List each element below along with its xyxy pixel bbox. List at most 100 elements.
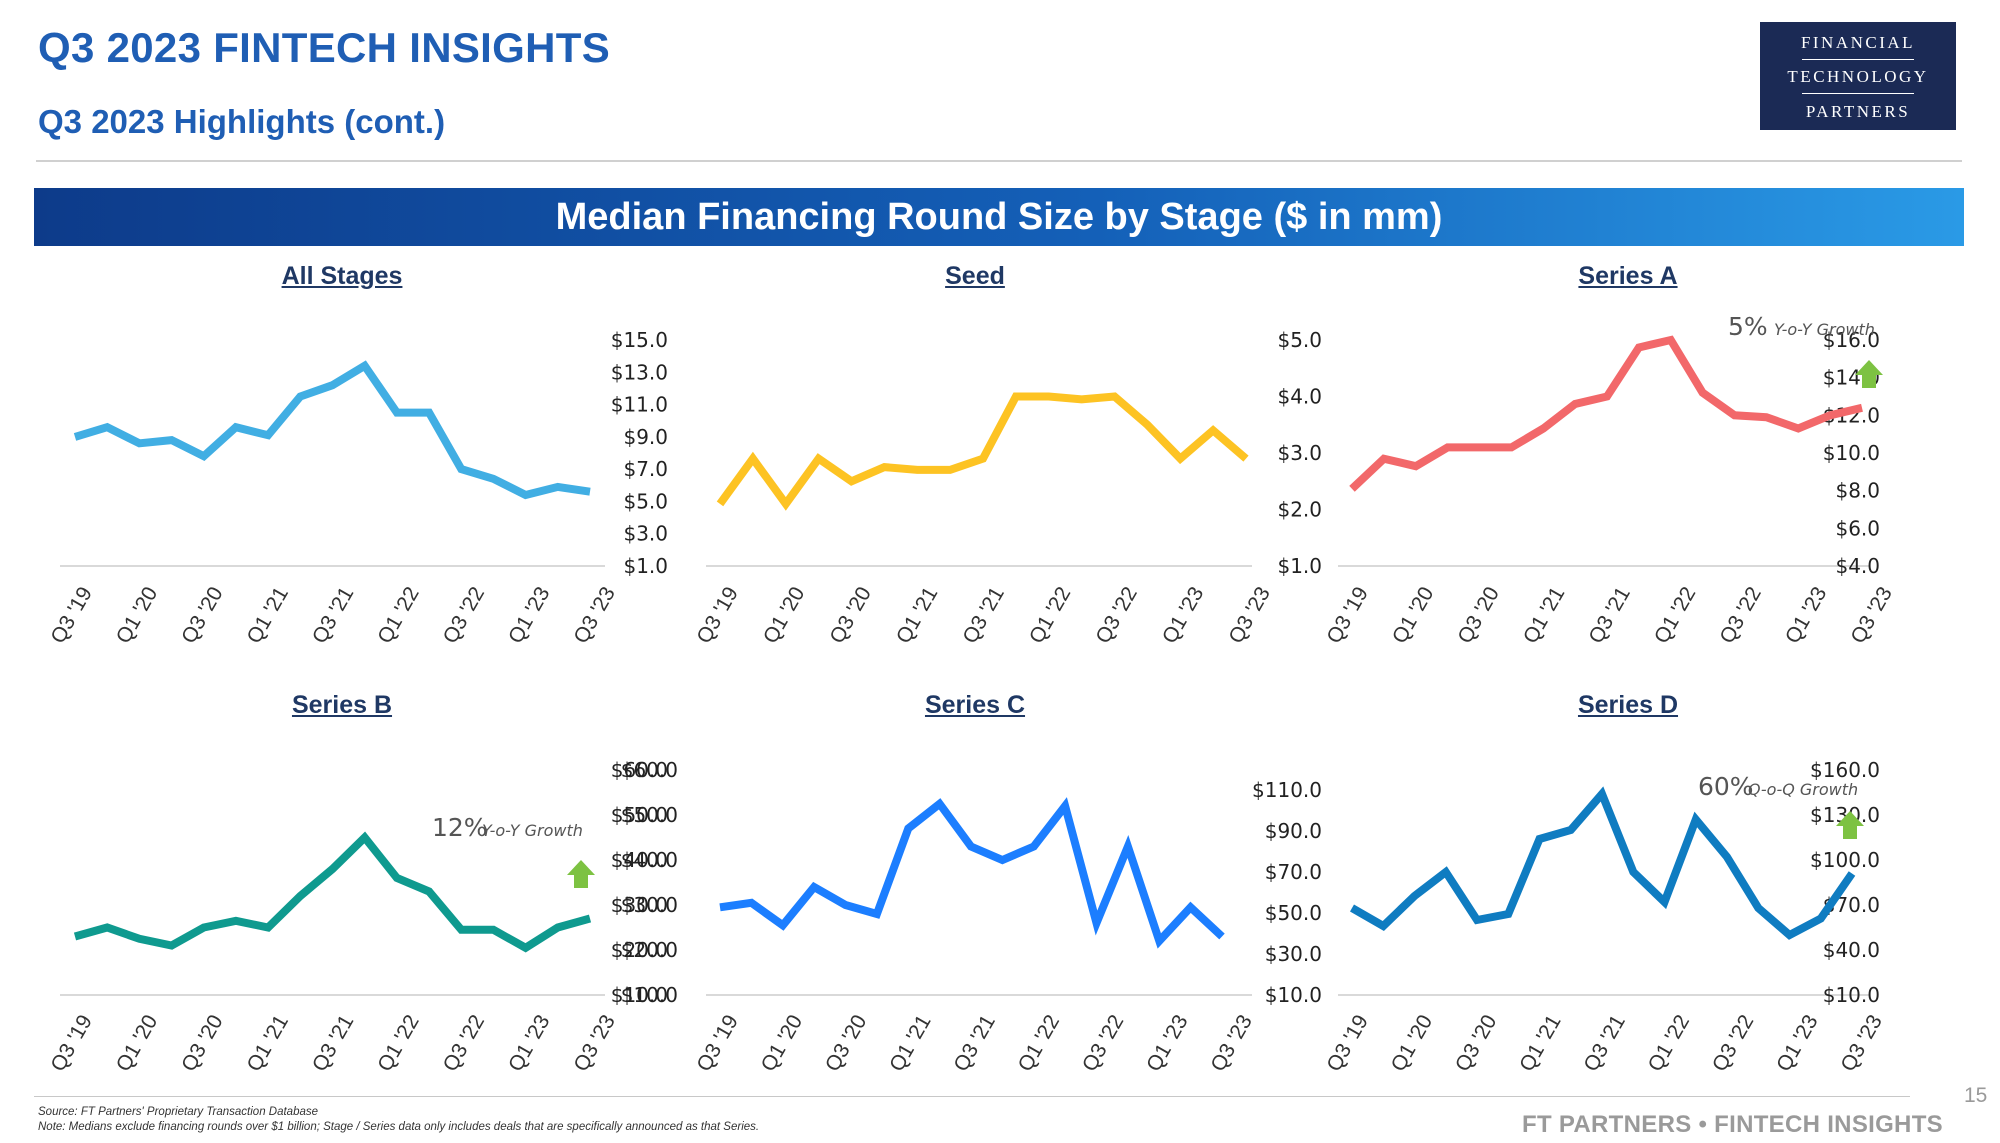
x-tick-label: Q3 '22 [1078,1011,1129,1076]
page-title: Q3 2023 FINTECH INSIGHTS [38,24,611,71]
y-tick-label: $11.0 [611,393,668,417]
series-line [73,831,592,953]
y-tick-label: $4.0 [1277,385,1322,409]
x-tick-label: Q3 '21 [958,583,1009,648]
x-tick-label: Q1 '23 [504,583,555,648]
x-tick-label: Q3 '20 [821,1011,872,1076]
y-tick-label: $110.0 [1252,778,1322,802]
y-tick-label: $7.0 [623,457,668,481]
x-tick-label: Q3 '20 [177,1011,228,1076]
x-tick-label: Q1 '23 [1772,1011,1823,1076]
x-tick-label: Q3 '22 [1715,583,1766,648]
y-tick-label: $13.0 [611,360,668,384]
y-tick-label: $10.0 [611,983,668,1007]
y-tick-label: $20.0 [621,938,678,962]
x-tick-label: Q3 '19 [46,583,97,648]
x-tick-label: Q1 '21 [243,583,294,648]
logo-line-1: FINANCIAL [1800,33,1916,52]
y-tick-label: $5.0 [1277,328,1322,352]
x-tick-label: Q1 '22 [1650,583,1701,648]
x-tick-label: Q3 '21 [308,583,359,648]
y-tick-label: $10.0 [1265,983,1322,1007]
x-tick-label: Q1 '21 [1515,1011,1566,1076]
x-tick-label: Q3 '23 [569,1011,620,1076]
y-tick-label: $30.0 [621,893,678,917]
growth-label: Y-o-Y Growth [482,821,583,840]
y-tick-label: $10.0 [621,983,678,1007]
x-tick-label: Q3 '23 [1224,583,1275,648]
y-tick-label: $30.0 [611,893,668,917]
x-tick-label: Q1 '22 [1644,1011,1695,1076]
x-tick-label: Q1 '22 [373,1011,424,1076]
x-tick-label: Q1 '20 [1387,1011,1438,1076]
x-tick-label: Q1 '20 [112,583,163,648]
growth-label: Q-o-Q Growth [1748,780,1858,799]
x-tick-label: Q1 '23 [1781,583,1832,648]
y-tick-label: $40.0 [1823,938,1880,962]
growth-value: 60% [1698,772,1754,801]
y-tick-label: $4.0 [1835,554,1880,578]
x-tick-label: Q3 '20 [825,583,876,648]
company-logo: FINANCIAL TECHNOLOGY PARTNERS [1760,22,1956,130]
up-arrow-icon [1855,360,1883,388]
x-tick-label: Q3 '20 [1451,1011,1502,1076]
panel-title-series-a: Series A [1578,262,1678,290]
x-tick-label: Q1 '22 [1025,583,1076,648]
x-tick-label: Q3 '19 [692,583,743,648]
x-tick-label: Q3 '19 [692,1011,743,1076]
y-tick-label: $90.0 [1265,819,1322,843]
x-tick-label: Q3 '20 [1453,583,1504,648]
series-line [1349,335,1863,492]
x-tick-label: Q1 '21 [885,1011,936,1076]
x-tick-label: Q1 '23 [504,1011,555,1076]
x-tick-label: Q3 '20 [177,583,228,648]
source-note: Source: FT Partners' Proprietary Transac… [38,1106,319,1118]
y-tick-label: $50.0 [1265,901,1322,925]
chart-all-stages: $15.0 $13.0 $11.0 $9.0 $7.0 $5.0 $3.0 $1.0 Q3 '1… [46,328,668,648]
x-tick-label: Q3 '23 [1836,1011,1887,1076]
y-tick-label: $20.0 [611,938,668,962]
y-tick-label: $3.0 [623,522,668,546]
x-tick-label: Q3 '21 [1579,1011,1630,1076]
x-tick-label: Q3 '22 [439,583,490,648]
series-line [719,797,1225,949]
x-tick-label: Q3 '21 [949,1011,1000,1076]
up-arrow-icon [1836,811,1864,839]
y-tick-label: $60.0 [611,758,668,782]
logo-line-2: TECHNOLOGY [1787,67,1929,86]
chart-series-b: $60.0 $50.0 $40.0 $30.0 $20.0 $10.0 Q3 '19 Q1 '… [46,758,668,1076]
methodology-note: Note: Medians exclude financing rounds o… [38,1121,760,1133]
x-tick-label: Q1 '20 [1388,583,1439,648]
y-tick-label: $60.0 [621,758,678,782]
x-tick-label: Q3 '21 [1584,583,1635,648]
x-tick-label: Q3 '19 [1322,583,1373,648]
panel-title-all-stages: All Stages [281,262,403,290]
panel-title-series-c: Series C [924,691,1026,719]
panel-title-series-d: Series D [1577,691,1679,719]
x-tick-label: Q1 '20 [112,1011,163,1076]
x-tick-label: Q3 '19 [46,1011,97,1076]
page-number: 15 [1964,1084,1988,1107]
series-line [1350,786,1856,940]
logo-rule [1802,93,1914,94]
x-tick-label: Q1 '22 [373,583,424,648]
y-tick-label: $160.0 [1810,758,1880,782]
x-tick-label: Q1 '23 [1142,1011,1193,1076]
y-tick-label: $10.0 [1823,983,1880,1007]
y-tick-label: $40.0 [621,848,678,872]
y-tick-label: $70.0 [1265,860,1322,884]
page-subtitle: Q3 2023 Highlights (cont.) [38,103,446,140]
y-tick-label: $5.0 [623,489,668,513]
chart-series-d: $160.0$130.0$100.0$70.0$40.0$10.0$110.0$… [1252,758,1887,1076]
y-tick-label: $100.0 [1810,848,1880,872]
x-tick-label: Q1 '22 [1014,1011,1065,1076]
growth-label: Y-o-Y Growth [1774,320,1875,339]
x-tick-label: Q1 '20 [759,583,810,648]
chart-series-c: $60.0 $50.0 $40.0 $30.0 $20.0 $10.0 Q3 '19 Q1 '… [621,758,1257,1076]
y-tick-label: $50.0 [611,803,668,827]
y-tick-label: $10.0 [1823,441,1880,465]
series-line [716,392,1249,511]
footer-divider [34,1096,1910,1097]
logo-rule [1802,59,1914,60]
